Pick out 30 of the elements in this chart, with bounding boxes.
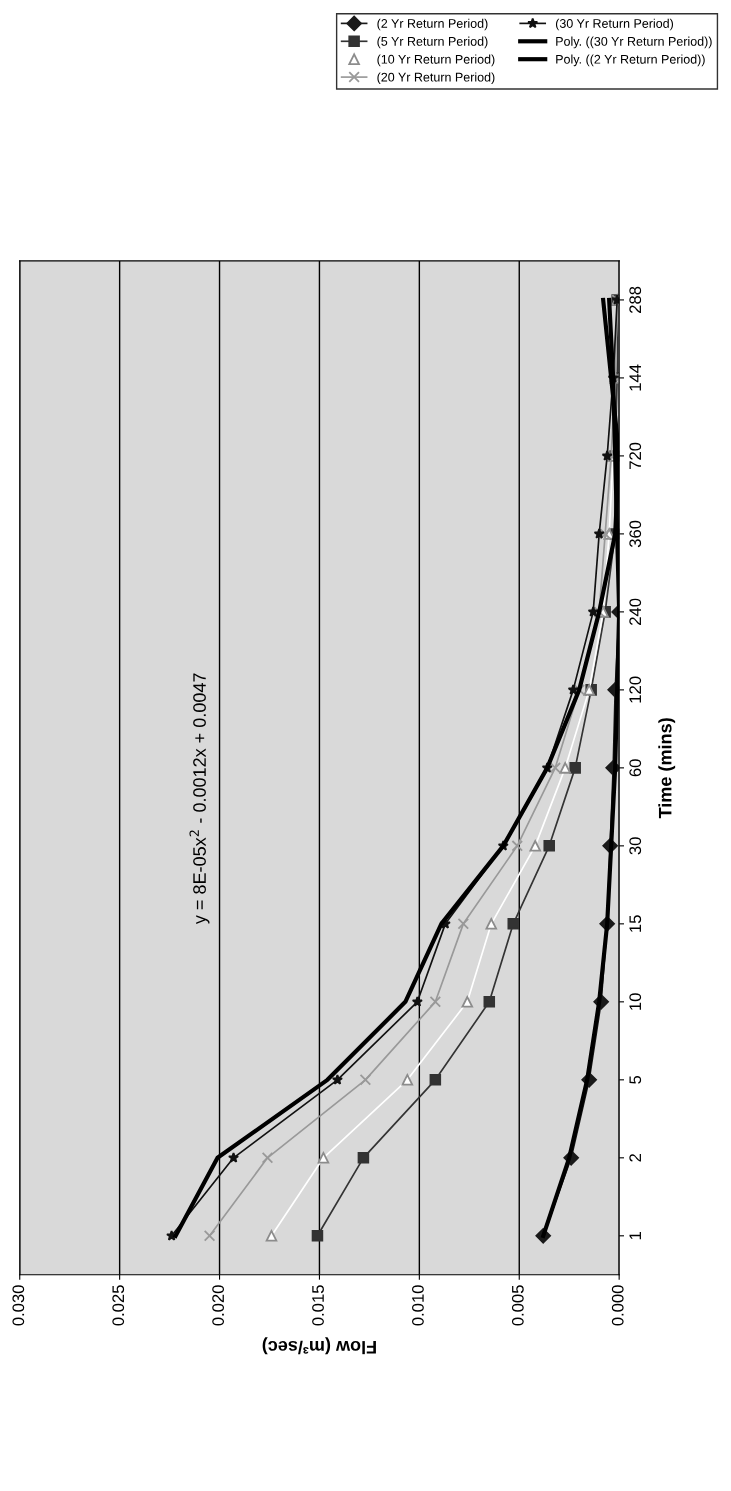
legend-label: (2 Yr Return Period): [377, 18, 488, 31]
legend-label: Poly. ((30 Yr Return Period)): [556, 36, 712, 49]
y-axis-title: Time (mins): [658, 718, 676, 819]
y-tick-label: 288: [629, 286, 642, 313]
x-tick-label: 0.030: [12, 1285, 25, 1326]
legend-label: Poly. ((2 Yr Return Period)): [556, 54, 705, 67]
y-tick-label: 1: [629, 1231, 641, 1240]
y-tick-label: 60: [629, 759, 642, 777]
legend-label: (20 Yr Return Period): [377, 72, 495, 85]
annotation: y = 8E-05x$^{2}$ - 0.0012x + 0.0047: [189, 673, 210, 925]
y-tick-label: 240: [629, 598, 642, 625]
x-tick-label: 0.015: [312, 1285, 324, 1326]
y-tick-label: 10: [629, 993, 642, 1010]
x-tick-label: 0.000: [611, 1285, 624, 1326]
legend-label: (30 Yr Return Period): [555, 18, 674, 31]
y-tick-label: 144: [629, 364, 641, 391]
x-tick-label: 0.025: [112, 1285, 125, 1326]
y-tick-label: 2: [629, 1154, 641, 1162]
legend-label: (5 Yr Return Period): [377, 36, 488, 49]
x-tick-label: 0.010: [412, 1285, 424, 1326]
x-tick-label: 0.005: [511, 1285, 524, 1326]
y-tick-label: 360: [629, 520, 642, 548]
y-tick-label: 5: [629, 1075, 642, 1084]
y-tick-label: 30: [629, 837, 642, 855]
y-tick-label: 120: [629, 676, 642, 703]
y-tick-label: 15: [629, 915, 642, 932]
y-tick-label: 720: [629, 442, 642, 469]
x-tick-label: 0.020: [212, 1285, 225, 1326]
legend-label: (10 Yr Return Period): [377, 54, 495, 67]
x-axis-title: Flow (m³/sec): [262, 1337, 376, 1355]
